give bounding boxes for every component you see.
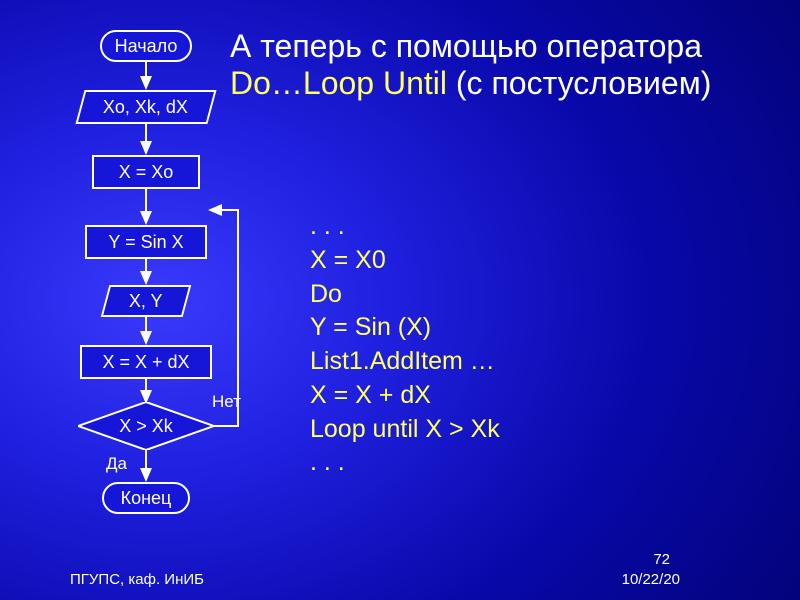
footer-org: ПГУПС, каф. ИнИБ: [70, 571, 204, 588]
code-line: X = X0: [310, 244, 500, 278]
code-line: Loop until X > Xk: [310, 413, 500, 447]
flowchart-branch-yes: Да: [106, 454, 127, 474]
flowchart-calc-y-label: Y = Sin X: [108, 232, 183, 253]
title-line-2-rest: (с постусловием): [447, 65, 711, 101]
footer-page-number: 72: [653, 551, 670, 568]
flowchart-increment: X = X + dX: [80, 345, 212, 379]
flowchart-start-label: Начало: [115, 36, 178, 57]
flowchart-calc-y: Y = Sin X: [85, 225, 207, 259]
slide: Начало Xo, Xk, dX X = Xo Y = Sin X X, Y …: [0, 0, 800, 600]
footer-date: 10/22/20: [622, 571, 680, 588]
flowchart-decision-label: X > Xk: [78, 402, 214, 450]
code-line: . . .: [310, 446, 500, 480]
flowchart-end-label: Конец: [121, 488, 172, 509]
flowchart-increment-label: X = X + dX: [102, 352, 189, 373]
flowchart-decision: X > Xk: [78, 402, 214, 450]
code-listing: . . . X = X0 Do Y = Sin (X) List1.AddIte…: [310, 210, 500, 480]
title-line-2: Do…Loop Until (с постусловием): [230, 65, 770, 102]
code-line: List1.AddItem …: [310, 345, 500, 379]
flowchart-start: Начало: [100, 30, 192, 62]
flowchart-input: Xo, Xk, dX: [75, 90, 216, 124]
flowchart-assign-x-label: X = Xo: [119, 162, 174, 183]
title-line-1: А теперь с помощью оператора: [230, 28, 770, 65]
code-line: Y = Sin (X): [310, 311, 500, 345]
flowchart-assign-x: X = Xo: [92, 155, 200, 189]
flowchart-end: Конец: [102, 482, 190, 514]
flowchart-input-label: Xo, Xk, dX: [103, 97, 188, 118]
slide-title: А теперь с помощью оператора Do…Loop Unt…: [230, 28, 770, 102]
flowchart-branch-no: Нет: [212, 392, 241, 412]
title-accent: Do…Loop Until: [230, 65, 447, 101]
code-line: X = X + dX: [310, 379, 500, 413]
flowchart-output: X, Y: [101, 285, 192, 317]
code-line: Do: [310, 278, 500, 312]
flowchart: Начало Xo, Xk, dX X = Xo Y = Sin X X, Y …: [30, 30, 230, 540]
code-line: . . .: [310, 210, 500, 244]
flowchart-output-label: X, Y: [129, 291, 163, 312]
